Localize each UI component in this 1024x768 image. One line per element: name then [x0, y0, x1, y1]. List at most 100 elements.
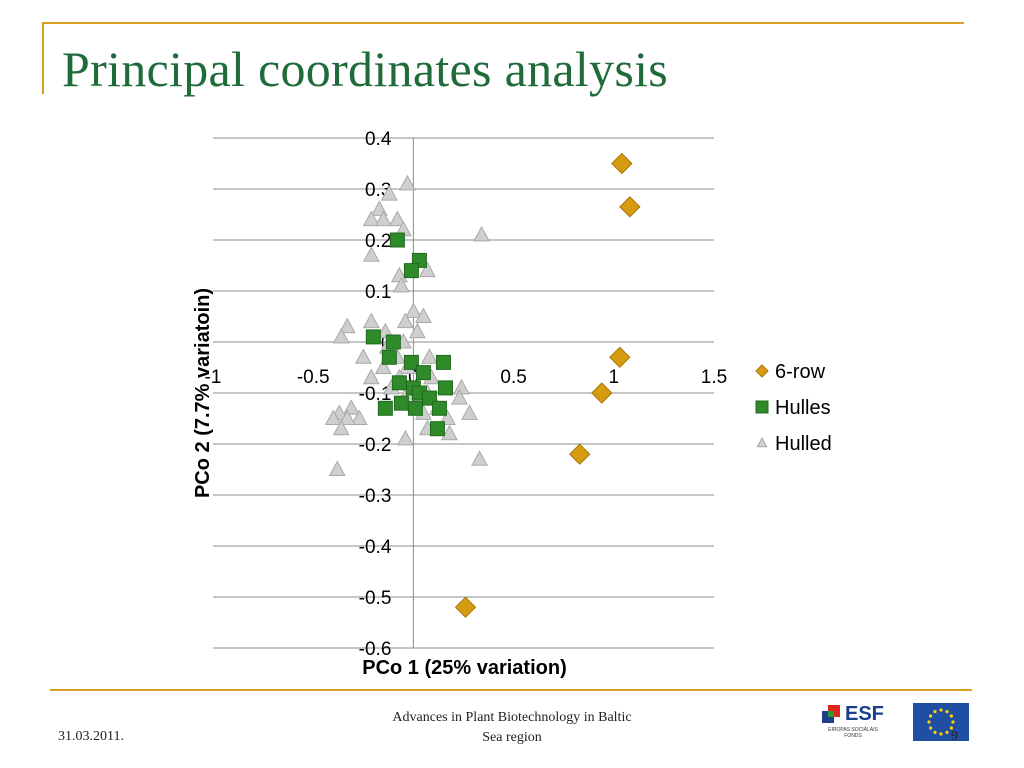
footer-date: 31.03.2011.	[58, 729, 124, 744]
eu-star-icon	[949, 726, 953, 730]
data-point-diamond	[454, 596, 477, 618]
footer-title-line1: Advances in Plant Biotechnology in Balti…	[392, 710, 632, 725]
data-point-triangle	[380, 185, 398, 201]
y-tick-label: 0.4	[365, 129, 392, 150]
data-point-triangle	[374, 358, 392, 374]
legend-marker-square	[755, 400, 769, 414]
data-point-triangle	[453, 378, 470, 395]
data-point-square	[385, 334, 401, 350]
y-tick-label: -0.4	[359, 537, 392, 558]
data-point-triangle	[374, 210, 392, 227]
esf-subtitle-line1: EIROPAS SOCIĀLAIS	[828, 727, 878, 733]
legend-label: Hulled	[775, 433, 832, 455]
data-point-triangle	[396, 312, 414, 329]
y-tick-label: 0.1	[365, 282, 391, 303]
data-point-triangle	[324, 409, 342, 425]
slide-title: Principal coordinates analysis	[62, 41, 669, 97]
eu-flag-icon	[913, 703, 969, 741]
data-point-triangle	[362, 368, 380, 385]
eu-star-icon	[939, 708, 943, 712]
data-point-square	[431, 400, 447, 416]
esf-mark-icon	[822, 705, 840, 723]
esf-logo: ESF EIROPAS SOCIĀLAIS FONDS	[822, 703, 884, 745]
data-point-triangle	[376, 322, 394, 339]
data-point-square	[429, 421, 445, 437]
data-point-square	[403, 354, 419, 370]
eu-star-icon	[933, 710, 937, 714]
data-point-triangle	[332, 327, 350, 344]
x-tick-label: 0.5	[500, 367, 526, 388]
data-point-square	[391, 375, 407, 391]
y-tick-label: -0.2	[359, 435, 392, 456]
legend-marker-diamond	[755, 364, 769, 378]
x-tick-label: 0	[408, 367, 419, 388]
data-point-triangle	[451, 389, 468, 405]
data-point-triangle	[439, 409, 456, 425]
esf-subtitle-line2: FONDS	[844, 733, 862, 739]
data-point-triangle	[338, 409, 356, 425]
data-point-triangle	[473, 225, 490, 242]
esf-subtitle: EIROPAS SOCIĀLAIS FONDS	[822, 727, 884, 739]
data-point-square	[365, 329, 381, 345]
legend-marker-triangle	[756, 436, 768, 448]
footer-title: Advances in Plant Biotechnology in Balti…	[362, 708, 662, 748]
data-point-triangle	[441, 424, 458, 441]
data-point-triangle	[396, 429, 414, 446]
footer-title-line2: Sea region	[482, 730, 542, 745]
data-point-square	[393, 395, 409, 411]
data-point-triangle	[392, 276, 410, 293]
data-point-square	[435, 354, 451, 370]
data-point-square	[389, 232, 405, 248]
eu-star-icon	[951, 720, 955, 724]
data-point-diamond	[611, 152, 633, 175]
data-point-triangle	[408, 322, 426, 339]
data-point-triangle	[404, 302, 422, 318]
x-tick-label: -1	[205, 367, 222, 388]
y-axis-title: PCo 2 (7.7% variatoin)	[192, 288, 214, 498]
eu-star-icon	[929, 714, 933, 718]
y-tick-label: -0.5	[359, 588, 392, 609]
data-point-square	[437, 380, 453, 396]
data-point-triangle	[388, 210, 406, 227]
x-axis-title: PCo 1 (25% variation)	[362, 657, 567, 679]
left-accent-rule	[42, 22, 44, 94]
data-point-diamond	[609, 346, 631, 369]
legend-label: Hulles	[775, 397, 831, 419]
data-point-square	[377, 400, 393, 416]
data-point-triangle	[471, 450, 488, 466]
data-point-diamond	[569, 443, 591, 465]
esf-wordmark: ESF	[845, 703, 884, 725]
data-point-triangle	[354, 348, 372, 364]
data-point-diamond	[591, 382, 613, 404]
data-point-triangle	[420, 348, 438, 364]
eu-stars-icon	[927, 708, 955, 736]
data-point-triangle	[461, 404, 478, 420]
top-accent-rule	[42, 22, 964, 24]
data-point-square	[403, 263, 419, 279]
x-tick-label: 1	[609, 367, 620, 388]
data-point-square	[381, 349, 397, 365]
eu-star-icon	[929, 726, 933, 730]
data-point-triangle	[338, 317, 356, 334]
data-point-square	[407, 400, 423, 416]
data-point-triangle	[362, 312, 380, 329]
page-number: 9	[951, 729, 958, 744]
eu-star-icon	[927, 720, 931, 724]
eu-star-icon	[939, 732, 943, 736]
data-point-triangle	[414, 307, 432, 323]
data-point-triangle	[362, 246, 380, 262]
data-point-triangle	[350, 409, 368, 425]
y-tick-label: -0.3	[359, 486, 392, 507]
x-tick-label: -0.5	[297, 367, 330, 388]
data-point-diamond	[619, 196, 641, 218]
y-tick-label: -0.6	[359, 639, 392, 660]
legend-label: 6-row	[775, 361, 826, 383]
footer-rule	[50, 689, 972, 691]
data-point-triangle	[418, 261, 436, 278]
y-tick-label: -0.1	[359, 384, 392, 405]
data-point-triangle	[332, 419, 350, 436]
eu-star-icon	[945, 730, 949, 734]
eu-star-icon	[945, 710, 949, 714]
data-point-triangle	[362, 210, 380, 227]
